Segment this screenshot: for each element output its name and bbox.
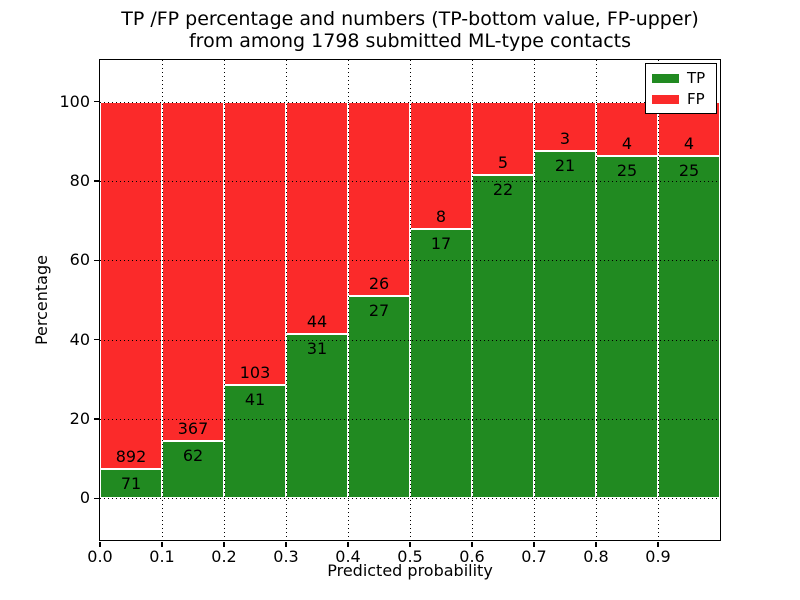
fp-legend-swatch [652,95,679,104]
fp-count-label: 892 [115,447,147,467]
x-tick [657,541,659,547]
gridline-horizontal [100,339,720,341]
y-tick [93,497,99,500]
x-tick [161,541,163,547]
y-tick-label: 0 [79,488,90,508]
gridline-horizontal [100,180,720,182]
x-tick [223,541,225,547]
x-tick-label: 0.4 [335,547,361,566]
fp-count-label: 4 [621,134,633,154]
y-tick [93,259,99,262]
legend-entry-fp: FP [652,89,710,110]
x-tick [347,541,349,547]
tp-count-label: 25 [616,161,638,181]
tp-legend-label: TP [687,69,706,87]
x-tick-label: 0.5 [397,547,423,566]
x-tick [409,541,411,547]
y-tick-label: 20 [69,409,90,428]
x-tick-label: 0.1 [149,547,175,566]
tp-count-label: 62 [182,446,204,466]
x-tick [471,541,473,547]
gridline-vertical [657,60,659,540]
fp-bar-segment [410,101,472,229]
y-tick [93,180,99,182]
legend-entry-tp: TP [652,68,710,89]
gridline-vertical [285,60,287,540]
tp-count-label: 41 [244,390,266,410]
gridline-vertical [533,60,535,540]
fp-count-label: 3 [559,129,571,149]
legend: TP FP [645,63,717,114]
fp-count-label: 8 [435,206,447,226]
tp-count-label: 31 [306,339,328,359]
x-tick-label: 0.2 [211,547,237,566]
fp-count-label: 103 [239,363,271,383]
y-tick-label: 40 [69,329,90,349]
gridline-vertical [223,60,225,540]
y-tick [93,100,99,103]
y-tick [93,418,99,420]
tp-count-label: 22 [492,180,514,200]
fp-count-label: 4 [683,134,695,154]
fp-bar-segment [534,101,596,152]
fp-count-label: 26 [368,274,390,294]
tp-bar-segment [286,334,348,499]
tp-bar-segment [410,228,472,499]
fp-bar-segment [286,101,348,335]
gridline-horizontal [100,260,720,262]
tp-count-label: 27 [368,301,390,321]
fp-legend-label: FP [687,90,705,108]
tp-bar-segment [534,151,596,499]
fp-bar-segment [100,101,162,470]
x-tick-label: 0.9 [645,547,671,566]
gridline-vertical [409,60,411,540]
x-axis-label: Predicted probability [327,561,493,580]
gridline-horizontal [100,101,720,103]
gridline-vertical [161,60,163,540]
x-tick [595,541,597,547]
tp-bar-segment [348,296,410,499]
tp-bar-segment [596,156,658,499]
fp-count-label: 367 [177,419,209,439]
y-tick [93,338,99,341]
fp-bar-segment [162,101,224,441]
tp-count-label: 21 [554,156,576,176]
chart-title: TP /FP percentage and numbers (TP-bottom… [60,8,760,52]
gridline-vertical [347,60,349,540]
tp-bar-segment [162,441,224,499]
x-tick-label: 0.8 [583,547,609,566]
tp-bar-segment [472,175,534,499]
chart-title-line2: from among 1798 submitted ML-type contac… [188,30,632,52]
tp-count-label: 17 [430,233,452,253]
y-tick-label: 100 [59,91,90,111]
x-tick-label: 0.6 [459,547,485,566]
plot-area: 892 71 367 62 103 41 44 31 26 27 8 17 5 22 3 21 4 25 4 25 [100,60,720,540]
gridline-vertical [471,60,473,540]
tp-count-label: 25 [678,161,700,181]
x-tick-label: 0.0 [87,547,113,566]
tp-count-label: 71 [120,474,142,494]
gridline-horizontal [100,498,720,500]
fp-count-label: 44 [306,312,328,332]
x-tick [99,541,101,547]
y-tick-label: 80 [69,170,90,190]
gridline-horizontal [100,419,720,420]
fp-bar-segment [224,101,286,386]
tp-bar-segment [658,156,720,499]
x-tick-label: 0.7 [521,547,547,566]
x-tick-label: 0.3 [273,547,299,566]
x-tick [533,541,535,547]
y-axis-label: Percentage [32,255,51,346]
fp-bar-segment [348,101,410,297]
tp-legend-swatch [652,74,679,83]
y-tick-label: 60 [69,250,90,270]
tp-bar-segment [100,469,162,499]
fp-count-label: 5 [497,153,509,173]
chart-title-line1: TP /FP percentage and numbers (TP-bottom… [121,8,699,30]
x-tick [285,541,287,547]
gridline-vertical [595,60,597,540]
